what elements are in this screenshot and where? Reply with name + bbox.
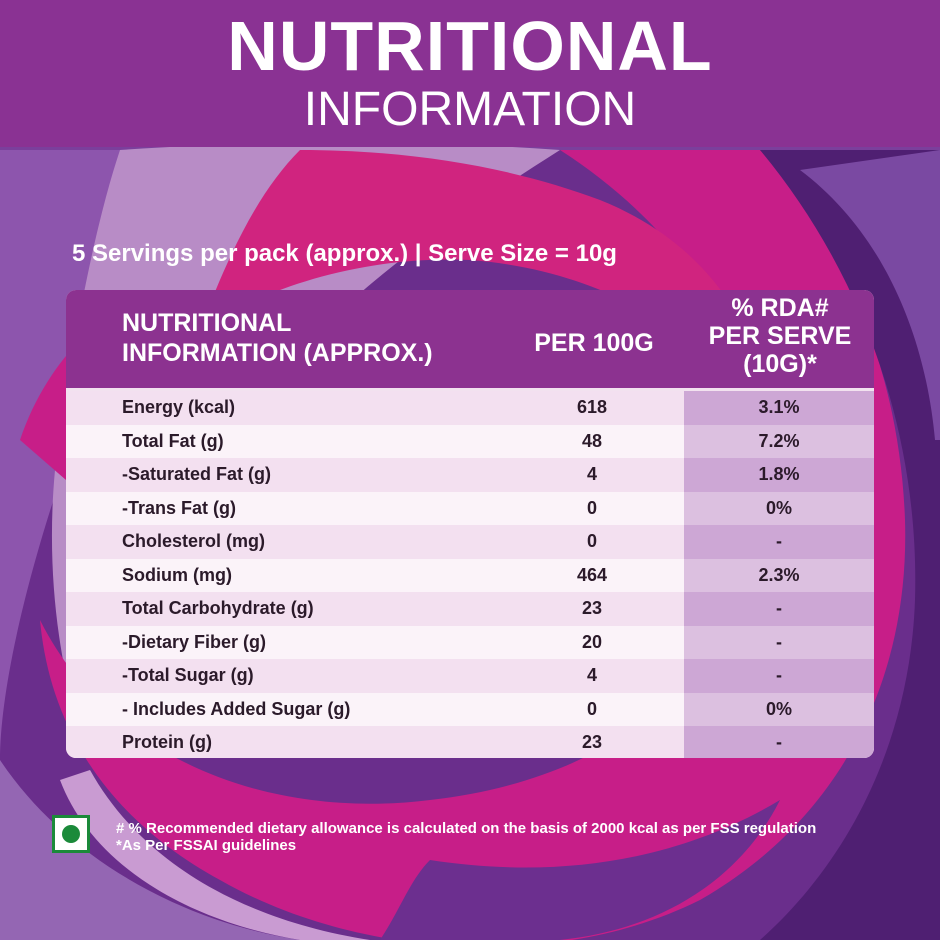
table-row: Total Carbohydrate (g) 23 - xyxy=(66,592,874,626)
per100g-value: 464 xyxy=(576,564,608,585)
per100g-value: 0 xyxy=(586,698,597,719)
page-subtitle: INFORMATION xyxy=(303,83,637,136)
table-row: -Dietary Fiber (g) 20 - xyxy=(66,625,874,659)
table-row: Protein (g) 23 - xyxy=(66,726,874,758)
nutrient-name: Cholesterol (mg) xyxy=(122,531,266,551)
table-row: Energy (kcal) 618 3.1% xyxy=(66,391,874,425)
per100g-value: 4 xyxy=(586,464,597,484)
per100g-value: 23 xyxy=(581,598,603,618)
per100g-value: 618 xyxy=(576,397,608,417)
footnote-fssai: *As Per FSSAI guidelines xyxy=(116,837,297,854)
per100g-value: 0 xyxy=(586,497,597,518)
per100g-value: 4 xyxy=(586,665,597,685)
rda-value: 0% xyxy=(684,692,874,726)
page-title: NUTRITIONAL xyxy=(227,7,713,85)
table-header: NUTRITIONAL INFORMATION (APPROX.) PER 10… xyxy=(66,290,874,388)
veg-dot xyxy=(62,825,80,843)
table-row: -Trans Fat (g) 0 0% xyxy=(66,491,874,525)
column-header-nutrient: NUTRITIONAL INFORMATION (APPROX.) xyxy=(122,309,433,367)
rda-value: - xyxy=(684,726,874,758)
veg-symbol-icon xyxy=(52,815,90,853)
rda-value: 7.2% xyxy=(684,424,874,458)
nutrient-name: Total Carbohydrate (g) xyxy=(122,598,314,618)
table-row: Total Fat (g) 48 7.2% xyxy=(66,424,874,458)
per100g-value: 20 xyxy=(581,631,603,652)
nutrition-table: NUTRITIONAL INFORMATION (APPROX.) PER 10… xyxy=(66,290,874,758)
rda-value: - xyxy=(684,592,874,626)
header-banner: NUTRITIONAL INFORMATION xyxy=(0,0,940,147)
rda-value: 0% xyxy=(684,491,874,525)
rda-value: - xyxy=(684,625,874,659)
nutrient-name: -Total Sugar (g) xyxy=(122,665,254,685)
per100g-value: 0 xyxy=(586,531,597,551)
rda-value: - xyxy=(684,659,874,693)
table-body: Energy (kcal) 618 3.1% Total Fat (g) 48 7.2%… xyxy=(66,391,874,758)
nutrient-name: -Trans Fat (g) xyxy=(122,497,237,518)
footnotes: # % Recommended dietary allowance is cal… xyxy=(116,820,816,854)
table-row: - Includes Added Sugar (g) 0 0% xyxy=(66,692,874,726)
rda-value: 3.1% xyxy=(684,391,874,425)
nutrient-name: Protein (g) xyxy=(122,732,212,752)
per100g-value: 23 xyxy=(581,732,603,752)
per100g-value: 48 xyxy=(581,430,603,451)
servings-info: 5 Servings per pack (approx.) | Serve Si… xyxy=(72,240,617,267)
rda-value: - xyxy=(684,525,874,559)
column-header-rda: % RDA# PER SERVE (10G)* xyxy=(708,294,852,378)
nutrient-name: -Saturated Fat (g) xyxy=(122,464,272,484)
table-row: -Saturated Fat (g) 4 1.8% xyxy=(66,458,874,492)
rda-value: 1.8% xyxy=(684,458,874,492)
table-row: Cholesterol (mg) 0 - xyxy=(66,525,874,559)
nutrient-name: - Includes Added Sugar (g) xyxy=(122,698,351,719)
column-header-per100g: PER 100G xyxy=(534,329,654,357)
nutrient-name: Energy (kcal) xyxy=(122,397,236,417)
table-row: Sodium (mg) 464 2.3% xyxy=(66,558,874,592)
footnote-rda: # % Recommended dietary allowance is cal… xyxy=(116,820,817,837)
rda-value: 2.3% xyxy=(684,558,874,592)
nutrient-name: Total Fat (g) xyxy=(122,430,224,451)
nutrient-name: Sodium (mg) xyxy=(122,564,232,585)
nutrient-name: -Dietary Fiber (g) xyxy=(122,631,267,652)
table-row: -Total Sugar (g) 4 - xyxy=(66,659,874,693)
